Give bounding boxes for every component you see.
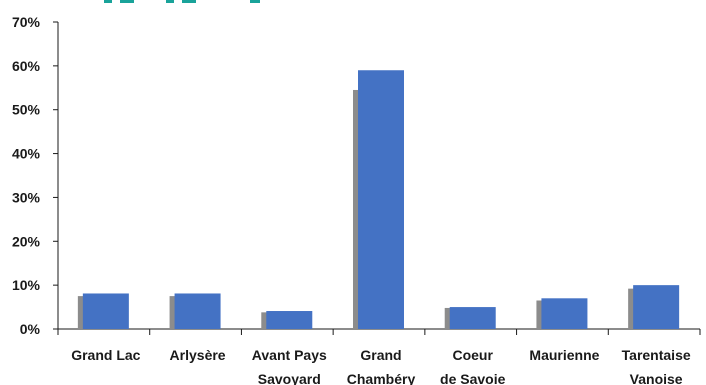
x-tick-label: Grand Lac bbox=[71, 347, 140, 363]
category-labels: Grand Lac Arlysère Avant Pays Savoyard Grand… bbox=[71, 347, 691, 385]
x-tick-label: Avant Pays bbox=[252, 347, 327, 363]
y-tick-label: 0% bbox=[20, 321, 41, 337]
y-tick-label: 40% bbox=[12, 146, 41, 162]
bar bbox=[174, 293, 221, 329]
bar bbox=[358, 70, 404, 329]
x-tick-label: Arlysère bbox=[170, 347, 226, 363]
x-tick-label: Maurienne bbox=[529, 347, 599, 363]
x-tick-label: Chambéry bbox=[347, 371, 416, 385]
bar bbox=[266, 311, 313, 329]
x-tick-label: Grand bbox=[360, 347, 401, 363]
y-tick-label: 60% bbox=[12, 58, 41, 74]
bar bbox=[633, 285, 680, 329]
clipped-title-fragments bbox=[104, 0, 260, 3]
y-tick-label: 10% bbox=[12, 277, 41, 293]
bar bbox=[82, 293, 129, 329]
bar bbox=[541, 298, 588, 329]
x-tick-label: Coeur bbox=[452, 347, 493, 363]
bars bbox=[77, 70, 680, 329]
x-tick-label: Vanoise bbox=[630, 371, 683, 385]
x-tick-label: de Savoie bbox=[440, 371, 506, 385]
y-tick-label: 20% bbox=[12, 233, 41, 249]
y-tick-label: 70% bbox=[12, 14, 41, 30]
x-tick-label: Tarentaise bbox=[622, 347, 691, 363]
y-axis-ticks: 0% 10% 20% 30% 40% 50% 60% 70% bbox=[12, 14, 58, 337]
x-tick-label: Savoyard bbox=[258, 371, 321, 385]
y-tick-label: 50% bbox=[12, 102, 41, 118]
y-tick-label: 30% bbox=[12, 189, 41, 205]
bar bbox=[449, 307, 496, 329]
